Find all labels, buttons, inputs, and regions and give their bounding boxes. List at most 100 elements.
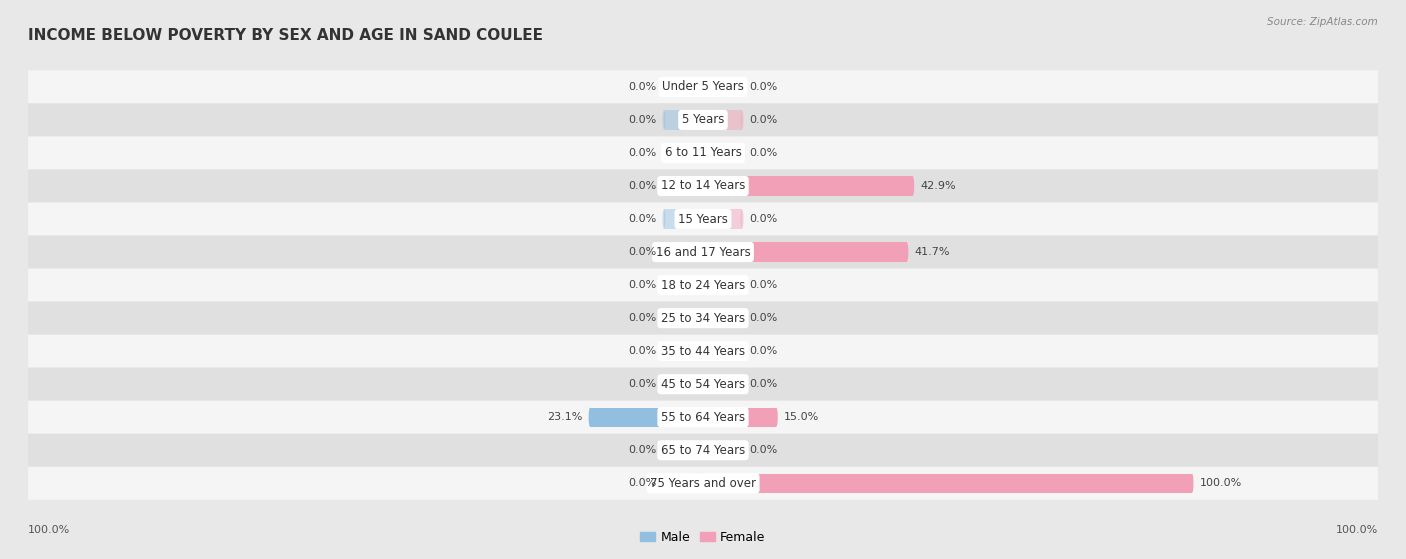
Circle shape bbox=[741, 440, 744, 460]
Circle shape bbox=[702, 243, 704, 262]
Text: 0.0%: 0.0% bbox=[628, 379, 657, 389]
Bar bbox=[664, 110, 703, 130]
Circle shape bbox=[702, 243, 704, 262]
Circle shape bbox=[741, 276, 744, 295]
Bar bbox=[703, 77, 742, 97]
Text: 0.0%: 0.0% bbox=[628, 115, 657, 125]
Text: 65 to 74 Years: 65 to 74 Years bbox=[661, 444, 745, 457]
Circle shape bbox=[741, 309, 744, 328]
Circle shape bbox=[662, 210, 665, 229]
Circle shape bbox=[662, 243, 665, 262]
Text: 75 Years and over: 75 Years and over bbox=[650, 477, 756, 490]
Circle shape bbox=[702, 342, 704, 361]
Bar bbox=[703, 473, 1192, 493]
Circle shape bbox=[702, 143, 704, 163]
Circle shape bbox=[702, 210, 704, 229]
FancyBboxPatch shape bbox=[28, 335, 1378, 368]
Bar bbox=[664, 210, 703, 229]
FancyBboxPatch shape bbox=[28, 235, 1378, 268]
Text: 41.7%: 41.7% bbox=[914, 247, 950, 257]
Bar bbox=[664, 243, 703, 262]
Text: 0.0%: 0.0% bbox=[628, 280, 657, 290]
Circle shape bbox=[741, 143, 744, 163]
Bar bbox=[703, 342, 742, 361]
Circle shape bbox=[741, 375, 744, 394]
Bar bbox=[664, 309, 703, 328]
Text: 0.0%: 0.0% bbox=[749, 82, 778, 92]
FancyBboxPatch shape bbox=[28, 268, 1378, 302]
Circle shape bbox=[911, 177, 914, 196]
Circle shape bbox=[702, 309, 704, 328]
Bar bbox=[703, 177, 912, 196]
Text: 0.0%: 0.0% bbox=[749, 280, 778, 290]
Circle shape bbox=[662, 143, 665, 163]
Text: 0.0%: 0.0% bbox=[628, 479, 657, 488]
Text: 0.0%: 0.0% bbox=[749, 313, 778, 323]
Circle shape bbox=[589, 408, 592, 427]
Circle shape bbox=[741, 210, 744, 229]
Text: 0.0%: 0.0% bbox=[628, 181, 657, 191]
Bar bbox=[664, 375, 703, 394]
FancyBboxPatch shape bbox=[28, 368, 1378, 401]
Text: 12 to 14 Years: 12 to 14 Years bbox=[661, 179, 745, 192]
Bar bbox=[703, 375, 742, 394]
Bar bbox=[703, 210, 742, 229]
Circle shape bbox=[662, 110, 665, 130]
Text: Source: ZipAtlas.com: Source: ZipAtlas.com bbox=[1267, 17, 1378, 27]
Circle shape bbox=[775, 408, 778, 427]
Circle shape bbox=[741, 342, 744, 361]
Text: 18 to 24 Years: 18 to 24 Years bbox=[661, 278, 745, 292]
Circle shape bbox=[702, 473, 704, 493]
FancyBboxPatch shape bbox=[28, 70, 1378, 103]
Circle shape bbox=[702, 440, 704, 460]
Circle shape bbox=[662, 276, 665, 295]
Text: 42.9%: 42.9% bbox=[920, 181, 956, 191]
Bar bbox=[703, 408, 776, 427]
Text: 0.0%: 0.0% bbox=[628, 214, 657, 224]
Text: 0.0%: 0.0% bbox=[628, 148, 657, 158]
Circle shape bbox=[1191, 473, 1194, 493]
Circle shape bbox=[702, 177, 704, 196]
Text: 6 to 11 Years: 6 to 11 Years bbox=[665, 146, 741, 159]
Circle shape bbox=[702, 342, 704, 361]
Circle shape bbox=[662, 375, 665, 394]
Circle shape bbox=[662, 342, 665, 361]
Circle shape bbox=[702, 177, 704, 196]
FancyBboxPatch shape bbox=[28, 169, 1378, 202]
Circle shape bbox=[702, 309, 704, 328]
Text: 15 Years: 15 Years bbox=[678, 212, 728, 225]
Circle shape bbox=[702, 473, 704, 493]
FancyBboxPatch shape bbox=[28, 202, 1378, 235]
Text: 16 and 17 Years: 16 and 17 Years bbox=[655, 245, 751, 259]
Circle shape bbox=[702, 77, 704, 97]
Text: 0.0%: 0.0% bbox=[628, 446, 657, 455]
FancyBboxPatch shape bbox=[28, 136, 1378, 169]
Text: 15.0%: 15.0% bbox=[783, 412, 818, 422]
Circle shape bbox=[741, 110, 744, 130]
Circle shape bbox=[702, 210, 704, 229]
FancyBboxPatch shape bbox=[28, 103, 1378, 136]
Bar bbox=[703, 243, 907, 262]
Bar bbox=[664, 342, 703, 361]
Text: 23.1%: 23.1% bbox=[547, 412, 582, 422]
Bar bbox=[703, 110, 742, 130]
FancyBboxPatch shape bbox=[28, 467, 1378, 500]
Text: 5 Years: 5 Years bbox=[682, 113, 724, 126]
Text: 0.0%: 0.0% bbox=[749, 446, 778, 455]
Circle shape bbox=[905, 243, 908, 262]
Bar bbox=[664, 473, 703, 493]
Text: 100.0%: 100.0% bbox=[1336, 525, 1378, 536]
Bar bbox=[664, 276, 703, 295]
Bar bbox=[703, 309, 742, 328]
Circle shape bbox=[662, 177, 665, 196]
Bar bbox=[591, 408, 703, 427]
Circle shape bbox=[702, 408, 704, 427]
Bar bbox=[664, 77, 703, 97]
Circle shape bbox=[702, 276, 704, 295]
Text: Under 5 Years: Under 5 Years bbox=[662, 80, 744, 93]
Bar bbox=[703, 276, 742, 295]
Circle shape bbox=[702, 276, 704, 295]
Bar bbox=[703, 440, 742, 460]
Circle shape bbox=[662, 473, 665, 493]
Circle shape bbox=[741, 77, 744, 97]
